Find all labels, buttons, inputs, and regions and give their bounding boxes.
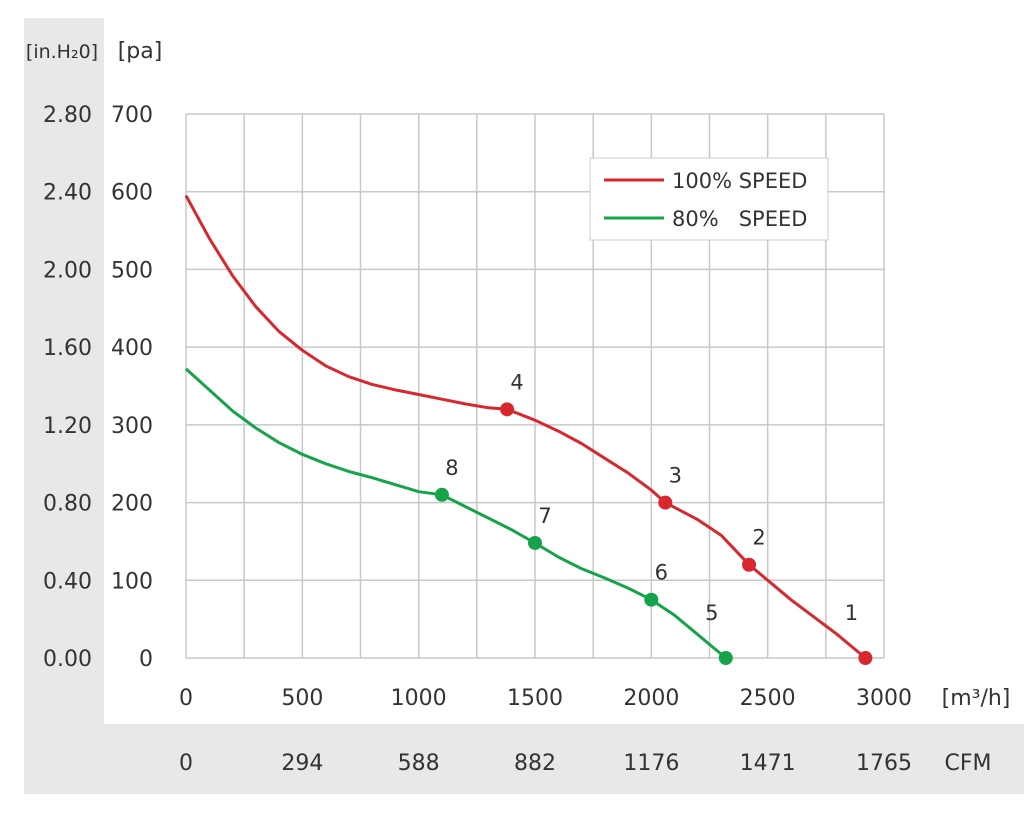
x-tick-cfm-4: 1176 [623,751,679,776]
series-layer: 1 2 3 4 5 6 7 8 [184,194,873,665]
series-line-0 [184,194,867,660]
operating-point-2 [742,557,757,572]
y-unit-inh2o: [in.H₂0] [26,41,98,63]
x-unit-cfm: CFM [945,751,992,776]
y-tick-pa-2: 200 [111,492,153,517]
x-tick-m3h-4: 2000 [623,686,679,711]
legend-box [589,157,829,241]
x-axis-labels: 0 0 500 294 1000 588 1500 882 2000 1176 2500 1471 30… [179,686,912,776]
y-tick-inh2o-6: 2.40 [43,181,92,206]
point-label-2: 2 [752,526,765,550]
point-label-6: 6 [655,561,668,585]
x-unit-m3h: [m³/h] [942,686,1011,711]
x-tick-m3h-2: 1000 [391,686,447,711]
x-tick-cfm-1: 294 [281,751,323,776]
x-tick-m3h-1: 500 [281,686,323,711]
operating-point-4 [500,402,515,417]
x-tick-cfm-0: 0 [179,751,193,776]
point-label-8: 8 [445,456,458,480]
y-unit-pa: [pa] [118,39,163,64]
x-tick-cfm-2: 588 [398,751,440,776]
y-tick-inh2o-3: 1.20 [43,414,92,439]
operating-point-3 [658,495,673,510]
operating-point-7 [528,535,542,550]
x-tick-m3h-5: 2500 [740,686,796,711]
series-line-1 [184,367,727,660]
bottom-axis-band [24,724,1024,794]
y-tick-inh2o-5: 2.00 [43,258,92,283]
point-label-7: 7 [538,504,551,528]
operating-point-5 [718,651,733,665]
point-label-5: 5 [705,601,718,625]
y-tick-pa-5: 500 [111,258,153,283]
y-tick-pa-3: 300 [111,414,153,439]
operating-point-1 [858,651,873,665]
y-tick-inh2o-2: 0.80 [43,492,92,517]
y-tick-inh2o-7: 2.80 [43,103,92,128]
left-axis-band [24,18,104,794]
y-tick-inh2o-1: 0.40 [43,569,92,594]
legend-label-80-speed: 80% SPEED [672,207,807,231]
x-tick-m3h-0: 0 [179,686,193,711]
point-label-1: 1 [845,601,858,625]
x-tick-cfm-3: 882 [514,751,556,776]
point-label-4: 4 [510,370,523,394]
y-tick-pa-1: 100 [111,569,153,594]
y-tick-inh2o-4: 1.60 [43,336,92,361]
x-tick-m3h-6: 3000 [856,686,912,711]
y-tick-pa-6: 600 [111,181,153,206]
operating-point-6 [644,592,659,607]
legend-label-100-speed: 100% SPEED [672,169,807,193]
y-tick-pa-0: 0 [139,647,153,672]
y-tick-inh2o-0: 0.00 [43,647,92,672]
y-axis-labels: 0 0.00 100 0.40 200 0.80 300 1.20 400 1.60 500 2.00… [43,103,153,672]
x-tick-cfm-6: 1765 [856,751,912,776]
x-tick-cfm-5: 1471 [740,751,796,776]
y-tick-pa-4: 400 [111,336,153,361]
point-label-3: 3 [669,464,682,488]
x-tick-m3h-3: 1500 [507,686,563,711]
operating-point-8 [434,487,449,502]
legend: 100% SPEED 80% SPEED [589,157,829,241]
y-tick-pa-7: 700 [111,103,153,128]
